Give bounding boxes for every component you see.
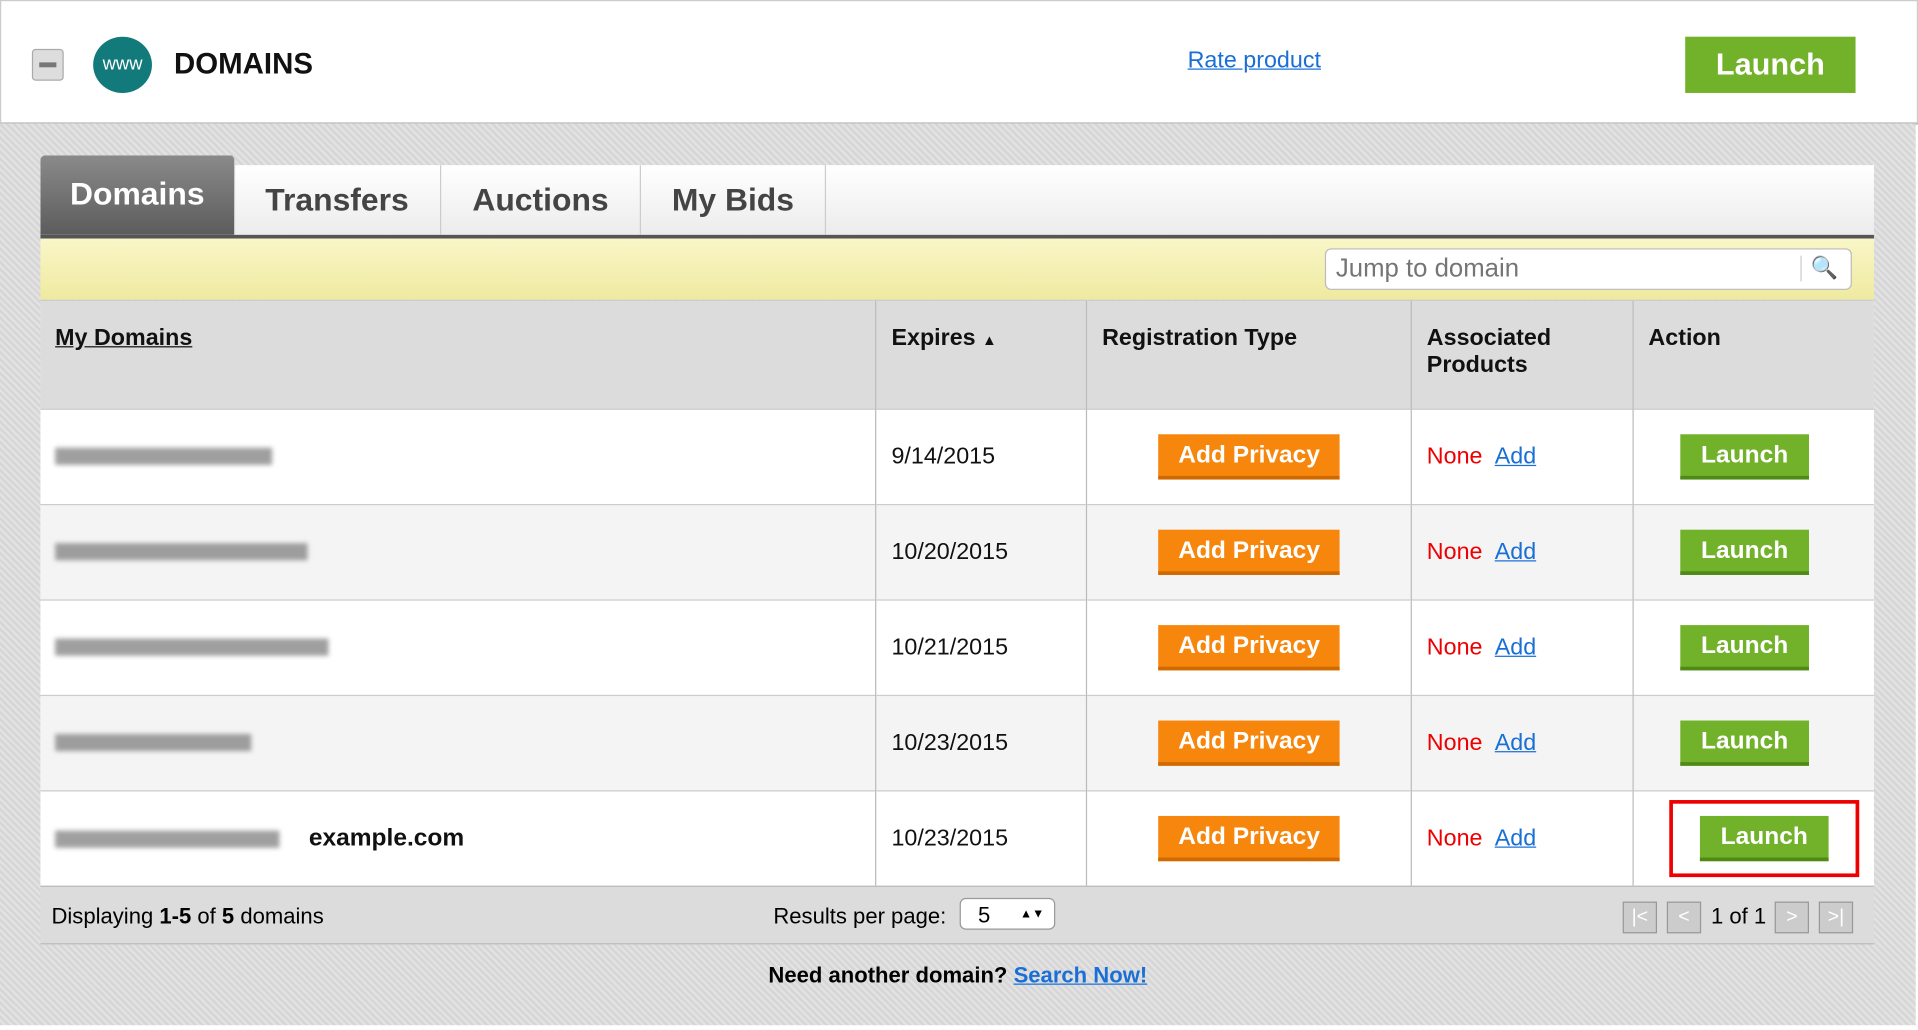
expires-date: 10/23/2015: [876, 790, 1088, 886]
add-product-link[interactable]: Add: [1494, 443, 1537, 470]
header-launch-button[interactable]: Launch: [1685, 36, 1856, 93]
search-icon[interactable]: 🔍: [1799, 255, 1838, 282]
associated-products-header: Associated Products: [1411, 300, 1634, 410]
displaying-count: Displaying 1-5 of 5 domains: [51, 904, 324, 929]
results-per-page-label: Results per page:: [773, 904, 947, 929]
table-row: example.com 10/23/2015 Add Privacy None A…: [40, 790, 1874, 886]
need-another-domain: Need another domain? Search Now!: [768, 962, 1148, 988]
blurred-domain-name[interactable]: [55, 734, 252, 752]
tab-domains[interactable]: Domains: [40, 155, 236, 235]
products-none: None: [1426, 634, 1483, 660]
tab-bar: Domains Transfers Auctions My Bids: [40, 155, 1874, 239]
search-now-link[interactable]: Search Now!: [1013, 962, 1148, 988]
results-per-page-select[interactable]: 5 ▲▼: [959, 897, 1056, 930]
highlight-box: Launch: [1669, 800, 1860, 878]
first-page-icon[interactable]: |<: [1622, 901, 1658, 934]
app-title: DOMAINS: [174, 47, 313, 81]
add-product-link[interactable]: Add: [1494, 634, 1537, 660]
jump-to-domain-input[interactable]: [1333, 249, 1805, 289]
launch-button[interactable]: Launch: [1699, 815, 1829, 862]
table-row: 10/23/2015 Add Privacy None Add Launch: [40, 694, 1874, 791]
expires-date: 10/21/2015: [876, 599, 1088, 696]
registration-type-header: Registration Type: [1086, 300, 1413, 410]
domain-annotation: example.com: [308, 824, 465, 852]
add-privacy-button[interactable]: Add Privacy: [1158, 625, 1340, 671]
stepper-icon: ▲▼: [1019, 907, 1045, 922]
tab-transfers[interactable]: Transfers: [234, 165, 442, 235]
expires-date: 10/23/2015: [876, 694, 1088, 791]
blurred-domain-name[interactable]: [55, 830, 280, 848]
products-none: None: [1426, 825, 1483, 851]
table-footer: Displaying 1-5 of 5 domains Results per …: [40, 885, 1874, 945]
domains-table: My Domains Expires ▲ Registration Type A…: [40, 300, 1874, 886]
rate-product-link[interactable]: Rate product: [1187, 47, 1321, 74]
table-row: 10/20/2015 Add Privacy None Add Launch: [40, 503, 1874, 601]
app-header: www DOMAINS Rate product Launch: [0, 0, 1918, 125]
add-product-link[interactable]: Add: [1494, 825, 1537, 851]
products-none: None: [1426, 443, 1483, 470]
jump-to-domain-field: 🔍: [1324, 248, 1852, 290]
launch-button[interactable]: Launch: [1680, 434, 1809, 480]
table-header: My Domains Expires ▲ Registration Type A…: [40, 300, 1874, 410]
page-info: 1 of 1: [1710, 904, 1767, 929]
prev-page-icon[interactable]: <: [1666, 901, 1702, 934]
blurred-domain-name[interactable]: [55, 639, 329, 657]
products-none: None: [1426, 538, 1483, 565]
blurred-domain-name[interactable]: [55, 543, 308, 561]
action-header: Action: [1633, 300, 1874, 410]
sort-asc-icon: ▲: [982, 331, 997, 349]
add-privacy-button[interactable]: Add Privacy: [1158, 815, 1340, 862]
www-globe-icon: www: [93, 36, 152, 93]
launch-button[interactable]: Launch: [1680, 625, 1809, 671]
collapse-icon[interactable]: [31, 48, 64, 81]
tab-auctions[interactable]: Auctions: [441, 165, 641, 235]
products-none: None: [1426, 729, 1483, 756]
tab-my-bids[interactable]: My Bids: [641, 165, 827, 235]
add-product-link[interactable]: Add: [1494, 729, 1537, 756]
expires-date: 10/20/2015: [876, 503, 1088, 601]
search-bar: 🔍: [40, 238, 1874, 301]
my-domains-sort-link[interactable]: My Domains: [55, 325, 193, 352]
launch-button[interactable]: Launch: [1680, 720, 1809, 766]
blurred-domain-name[interactable]: [55, 448, 273, 466]
last-page-icon[interactable]: >|: [1818, 901, 1854, 934]
add-privacy-button[interactable]: Add Privacy: [1158, 529, 1340, 575]
expires-date: 9/14/2015: [876, 408, 1088, 505]
table-row: 10/21/2015 Add Privacy None Add Launch: [40, 599, 1874, 696]
launch-button[interactable]: Launch: [1680, 529, 1809, 575]
table-row: 9/14/2015 Add Privacy None Add Launch: [40, 408, 1874, 505]
main-area: Domains Transfers Auctions My Bids 🔍 My …: [0, 123, 1916, 1026]
add-privacy-button[interactable]: Add Privacy: [1158, 434, 1340, 480]
add-product-link[interactable]: Add: [1494, 538, 1537, 565]
expires-header[interactable]: Expires: [891, 325, 976, 352]
add-privacy-button[interactable]: Add Privacy: [1158, 720, 1340, 766]
next-page-icon[interactable]: >: [1774, 901, 1809, 934]
